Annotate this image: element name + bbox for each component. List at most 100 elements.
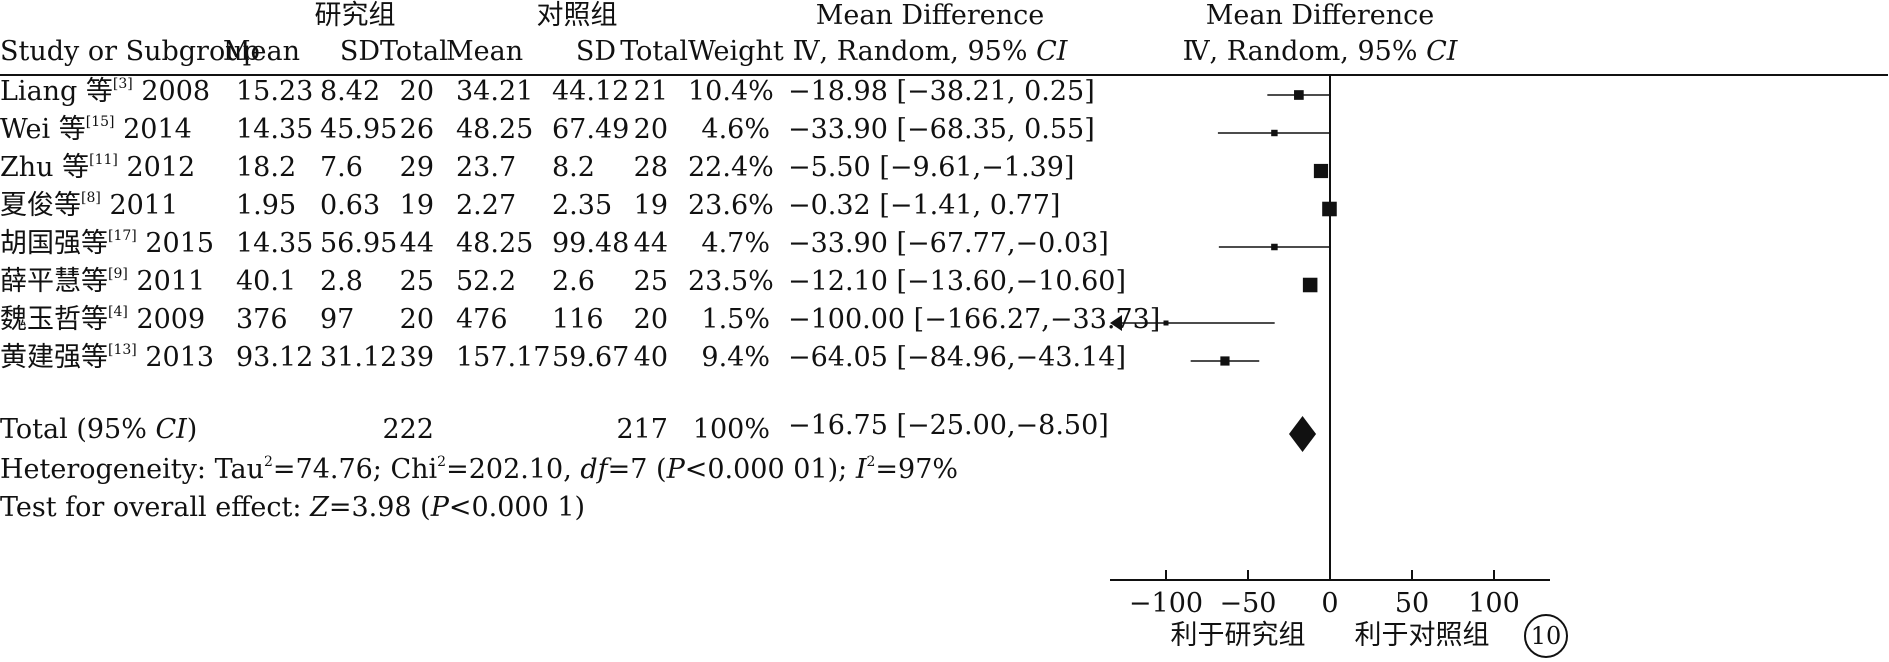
cell-mean1: 93.12 [236,342,314,373]
cell-sd1: 56.95 [320,228,398,259]
cell-weight: 23.6% [688,190,774,221]
study-point [1220,356,1230,366]
cell-total1: 29 [399,152,434,183]
figure-number: 10 [1524,614,1568,658]
x-tick-label: 100 [1468,588,1520,619]
total-ci-text: −16.75 [−25.00,−8.50] [788,410,1109,441]
cell-total2: 40 [633,342,668,373]
cell-sd2: 8.2 [552,152,595,183]
cell-total1: 25 [399,266,434,297]
favors-left-label: 利于研究组 [1170,620,1306,651]
cell-mean1: 1.95 [236,190,297,221]
cell-total2: 20 [633,304,668,335]
plot-md-header: Mean Difference [1205,0,1435,31]
cell-ci-text: −18.98 [−38.21, 0.25] [788,76,1095,107]
cell-sd2: 99.48 [552,228,630,259]
cell-ci-text: −100.00 [−166.27,−33.73] [788,304,1161,335]
study-point [1271,129,1278,137]
group2-header: 对照组 [536,0,618,31]
cell-mean2: 23.7 [456,152,517,183]
cell-total1: 19 [399,190,434,221]
study-name: Zhu 等[11] 2012 [0,152,196,183]
cell-mean2: 476 [456,304,508,335]
cell-weight: 4.7% [701,228,770,259]
heterogeneity-text: Heterogeneity: Tau2=74.76; Chi2=202.10, … [0,454,959,485]
total-label: Total (95% CI) [0,414,198,445]
study-name: 胡国强等[17] 2015 [0,228,215,259]
cell-ci-text: −33.90 [−67.77,−0.03] [788,228,1109,259]
cell-sd1: 8.42 [320,76,381,107]
cell-ci-text: −64.05 [−84.96,−43.14] [788,342,1126,373]
total-weight: 100% [692,414,770,445]
col-study: Study or Subgroup [0,36,260,67]
x-tick-label: −50 [1220,588,1277,619]
x-tick-label: 50 [1395,588,1429,619]
md-header: Mean Difference [815,0,1045,31]
cell-weight: 23.5% [688,266,774,297]
overall-effect-text: Test for overall effect: Z=3.98 (P<0.000… [0,492,586,523]
cell-sd1: 97 [320,304,355,335]
cell-weight: 22.4% [688,152,774,183]
cell-total1: 20 [399,304,434,335]
cell-weight: 1.5% [701,304,770,335]
col-sd2: SD [575,36,616,67]
cell-ci-text: −5.50 [−9.61,−1.39] [788,152,1075,183]
plot-md-method-header: Ⅳ, Random, 95% CI [1182,36,1458,67]
study-point [1163,320,1169,326]
cell-mean1: 376 [236,304,288,335]
col-weight: Weight [688,36,784,67]
cell-sd1: 7.6 [320,152,363,183]
col-mean2: Mean [446,36,524,67]
study-name: 黄建强等[13] 2013 [0,342,215,373]
cell-weight: 9.4% [701,342,770,373]
cell-sd1: 0.63 [320,190,381,221]
cell-total2: 28 [633,152,668,183]
cell-weight: 4.6% [701,114,770,145]
study-name: 魏玉哲等[4] 2009 [0,304,206,335]
cell-total2: 20 [633,114,668,145]
cell-ci-text: −33.90 [−68.35, 0.55] [788,114,1095,145]
cell-sd2: 2.35 [552,190,613,221]
pooled-diamond [1289,416,1317,452]
cell-sd2: 2.6 [552,266,595,297]
cell-total2: 25 [633,266,668,297]
col-total1: Total [380,36,448,67]
cell-sd1: 31.12 [320,342,398,373]
study-point [1313,163,1329,179]
study-point [1322,201,1337,217]
x-tick-label: 0 [1321,588,1338,619]
header-rule [0,74,1888,76]
total-n1: 222 [382,414,434,445]
cell-mean2: 48.25 [456,228,534,259]
cell-mean2: 34.21 [456,76,534,107]
total-n2: 217 [616,414,668,445]
cell-sd1: 2.8 [320,266,363,297]
cell-mean2: 48.25 [456,114,534,145]
group1-header: 研究组 [314,0,396,31]
col-mean1: Mean [222,36,300,67]
cell-total1: 26 [399,114,434,145]
cell-sd2: 44.12 [552,76,630,107]
cell-mean1: 40.1 [236,266,297,297]
cell-sd1: 45.95 [320,114,398,145]
ci-arrow [1110,315,1122,331]
cell-total1: 44 [399,228,434,259]
study-name: 夏俊等[8] 2011 [0,190,179,221]
cell-total1: 39 [399,342,434,373]
cell-total2: 19 [633,190,668,221]
cell-mean1: 18.2 [236,152,297,183]
col-total2: Total [620,36,688,67]
study-point [1302,277,1318,293]
cell-sd2: 116 [552,304,604,335]
study-name: Liang 等[3] 2008 [0,76,211,107]
cell-total2: 21 [633,76,668,107]
col-sd1: SD [339,36,380,67]
cell-mean1: 15.23 [236,76,314,107]
favors-right-label: 利于对照组 [1354,620,1490,651]
study-point [1294,90,1304,100]
md-method-header: Ⅳ, Random, 95% CI [792,36,1068,67]
cell-mean2: 52.2 [456,266,517,297]
study-name: 薛平慧等[9] 2011 [0,266,206,297]
cell-total1: 20 [399,76,434,107]
